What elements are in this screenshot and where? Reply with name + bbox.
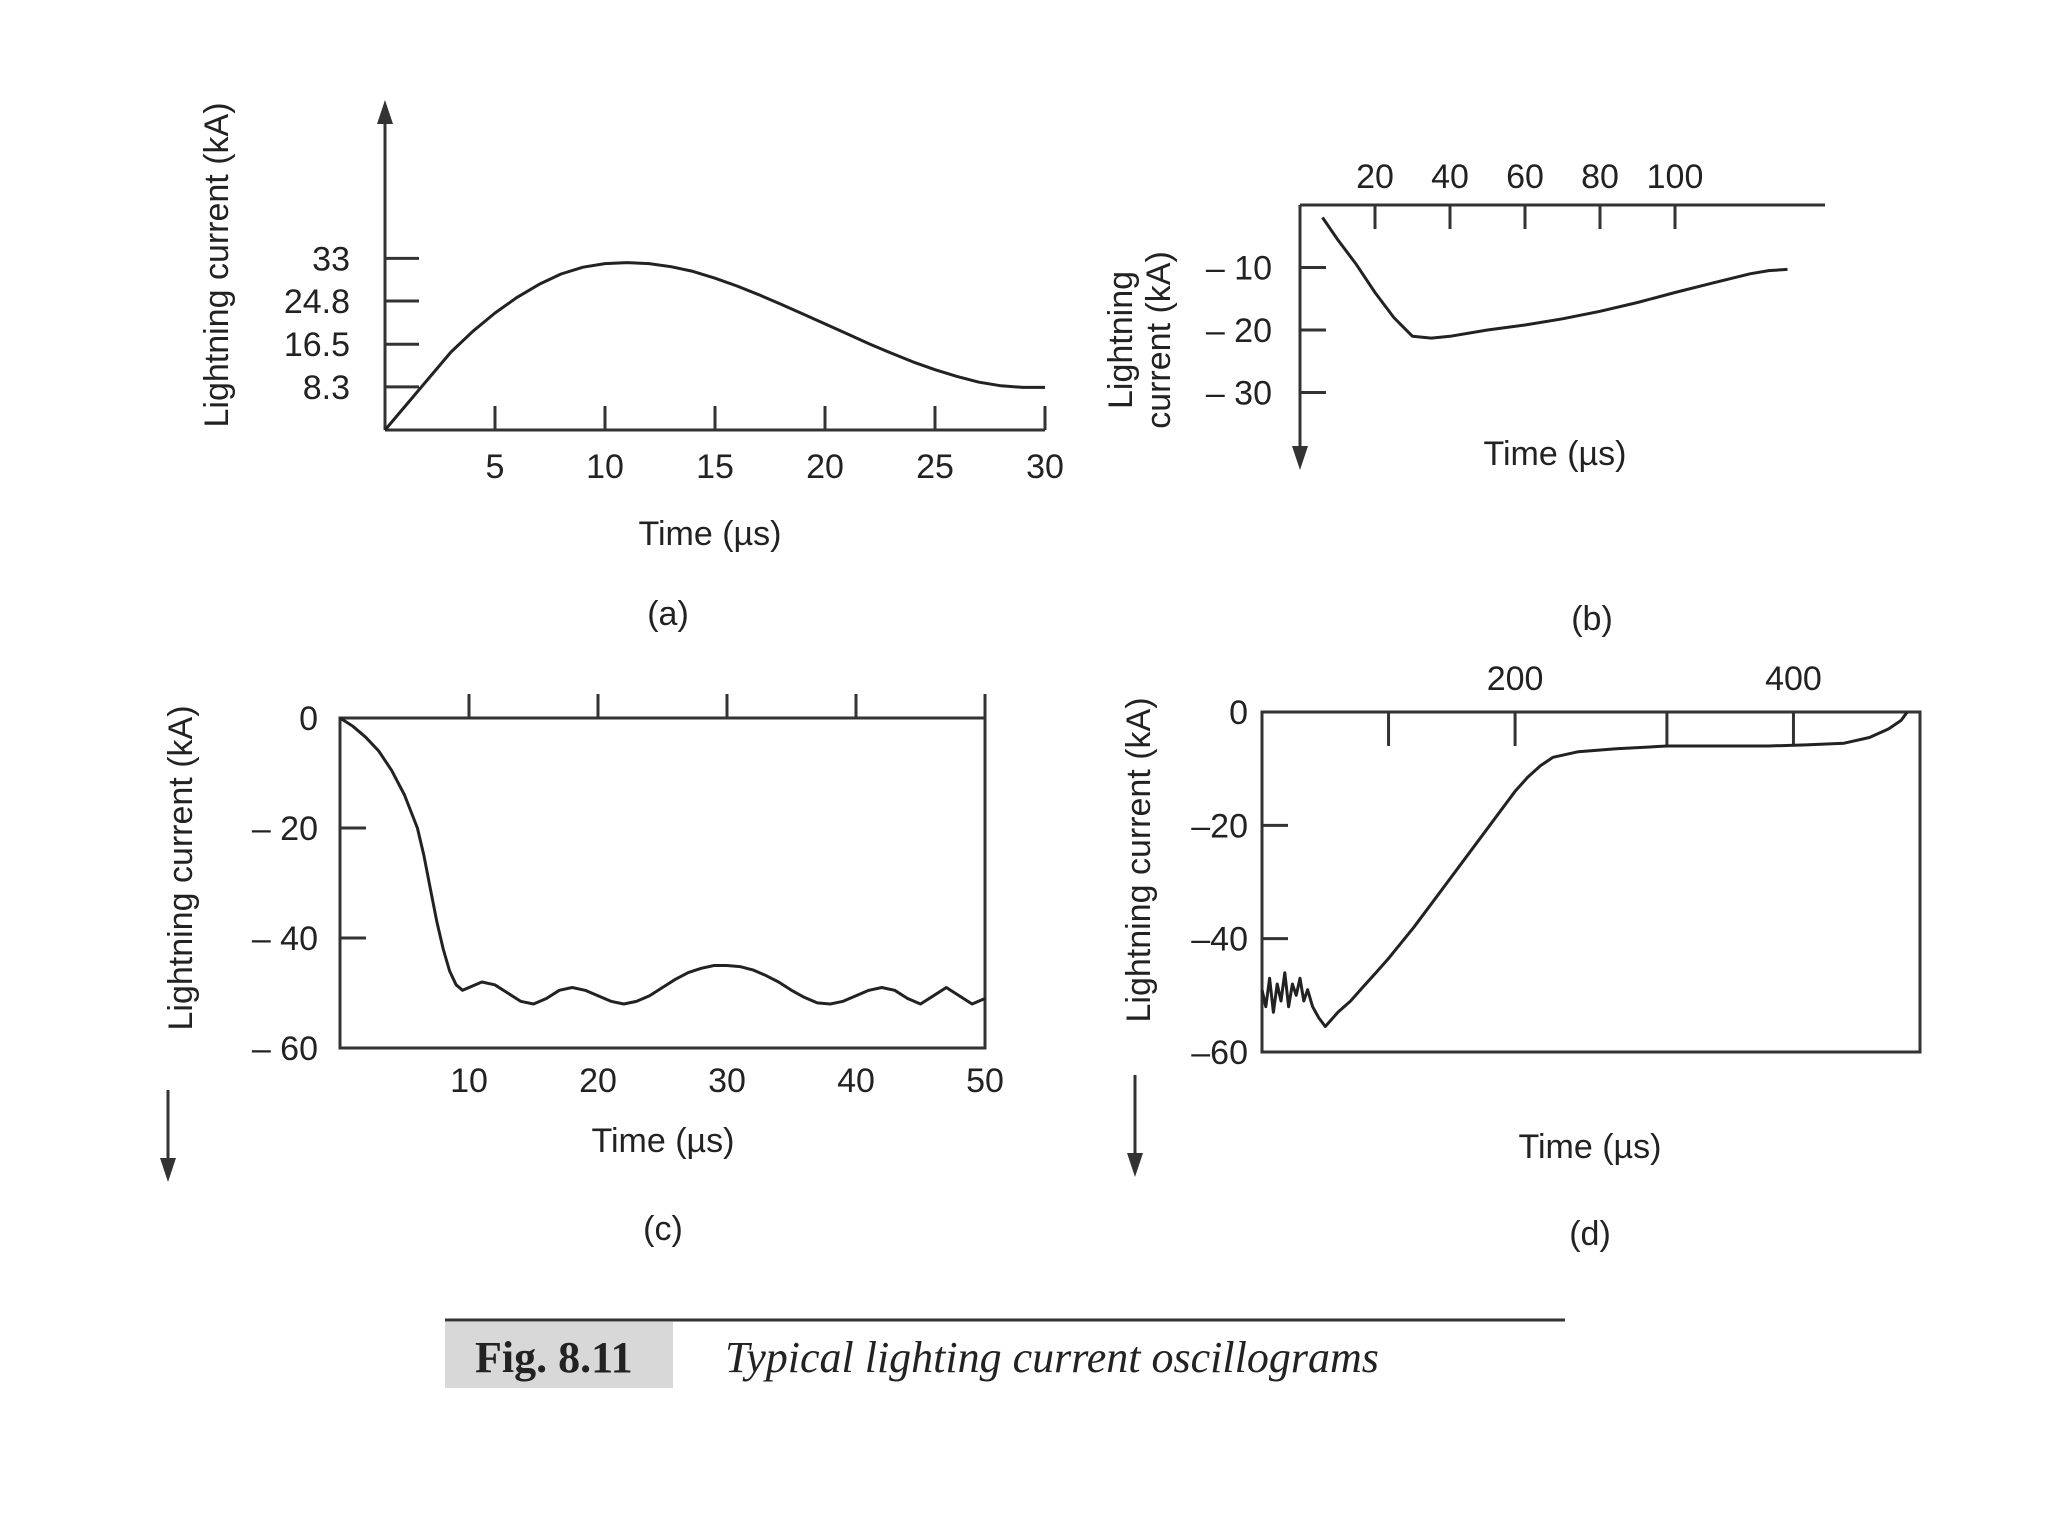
panel-d-series-line (1260, 711, 1909, 1028)
panel-d-xlabel: Time (µs) (1519, 1128, 1662, 1166)
y-tick-label: – 20 (252, 810, 318, 848)
panel-a-tag: (a) (647, 595, 689, 633)
panel-d-down-arrow-icon (1127, 1153, 1143, 1177)
panel-c-plot-frame (338, 716, 987, 1050)
panel-b-series-line (1321, 216, 1788, 340)
panel-a-xlabel: Time (µs) (639, 515, 782, 553)
panel-c-y-ticks: 0 – 20 – 40 – 60 (252, 700, 366, 1068)
y-tick-label: 0 (1229, 694, 1248, 732)
x-tick-label: 25 (916, 448, 954, 486)
y-tick-label: 24.8 (284, 283, 350, 321)
x-tick-label: 40 (1431, 158, 1469, 196)
x-tick-label: 200 (1487, 660, 1544, 698)
y-tick-label: – 20 (1206, 312, 1272, 350)
x-tick-label: 400 (1765, 660, 1822, 698)
panel-b-ylabel-line-1: Lightning (1102, 271, 1140, 409)
y-tick-label: 0 (299, 700, 318, 738)
y-tick-label: 33 (312, 240, 350, 278)
panel-c: 0 – 20 – 40 – 60 10 20 30 40 50 Lightning curre… (160, 694, 1004, 1248)
figure-caption: Fig. 8.11 Typical lighting current oscil… (445, 1318, 1565, 1388)
panel-b-xlabel: Time (µs) (1484, 435, 1627, 473)
panel-d-ylabel: Lightning current (kA) (1120, 697, 1158, 1022)
y-tick-label: – 40 (252, 920, 318, 958)
caption-text: Typical lighting current oscillograms (725, 1333, 1379, 1382)
x-tick-label: 15 (696, 448, 734, 486)
panel-b-ylabel-line-2: current (kA) (1140, 251, 1178, 429)
panel-c-x-ticks: 10 20 30 40 50 (450, 694, 1004, 1100)
panel-c-tag: (c) (643, 1210, 683, 1248)
x-tick-label: 5 (486, 448, 505, 486)
x-tick-label: 100 (1647, 158, 1704, 196)
y-tick-label: –20 (1191, 807, 1248, 845)
panel-c-series-line (339, 716, 986, 1006)
panel-d-y-ticks: 0 –20 –40 –60 (1191, 694, 1288, 1072)
x-tick-label: 60 (1506, 158, 1544, 196)
y-tick-label: – 10 (1206, 250, 1272, 288)
panel-a-y-ticks: 8.3 16.5 24.8 33 (284, 240, 419, 407)
panel-a: 8.3 16.5 24.8 33 5 10 15 20 25 30 Lightning curr… (198, 100, 1064, 633)
y-tick-label: 16.5 (284, 326, 350, 364)
panel-b-y-axis-arrow-icon (1292, 446, 1308, 470)
x-tick-label: 50 (966, 1062, 1004, 1100)
y-tick-label: –40 (1191, 921, 1248, 959)
panel-a-x-ticks: 5 10 15 20 25 30 (486, 406, 1064, 486)
panel-c-xlabel: Time (µs) (592, 1122, 735, 1160)
x-tick-label: 30 (1026, 448, 1064, 486)
panel-d-plot-frame (1260, 710, 1922, 1054)
x-tick-label: 20 (1356, 158, 1394, 196)
panel-a-ylabel: Lightning current (kA) (198, 102, 236, 427)
panel-b-tag: (b) (1571, 600, 1613, 638)
panel-d: 0 –20 –40 –60 200 400 Lightning current (kA)… (1120, 660, 1922, 1253)
y-tick-label: – 60 (252, 1030, 318, 1068)
panel-c-ylabel: Lightning current (kA) (162, 705, 200, 1030)
panel-c-down-arrow-icon (160, 1158, 176, 1182)
caption-label: Fig. 8.11 (475, 1333, 633, 1382)
x-tick-label: 80 (1581, 158, 1619, 196)
panel-b-y-ticks: – 10 – 20 – 30 (1206, 250, 1326, 413)
y-tick-label: – 30 (1206, 375, 1272, 413)
x-tick-label: 10 (586, 448, 624, 486)
y-tick-label: –60 (1191, 1034, 1248, 1072)
x-tick-label: 40 (837, 1062, 875, 1100)
x-tick-label: 10 (450, 1062, 488, 1100)
panel-b-x-ticks: 20 40 60 80 100 (1356, 158, 1703, 229)
y-tick-label: 8.3 (303, 369, 350, 407)
panel-d-tag: (d) (1569, 1215, 1611, 1253)
panel-d-x-ticks: 200 400 (1387, 660, 1822, 746)
x-tick-label: 20 (806, 448, 844, 486)
caption-label-shade (445, 1322, 673, 1388)
panel-a-series-line (383, 261, 1045, 431)
x-tick-label: 20 (579, 1062, 617, 1100)
panel-a-y-axis-arrow-icon (377, 100, 393, 124)
panel-b: – 10 – 20 – 30 20 40 60 80 100 Lightning curre… (1102, 158, 1825, 638)
x-tick-label: 30 (708, 1062, 746, 1100)
